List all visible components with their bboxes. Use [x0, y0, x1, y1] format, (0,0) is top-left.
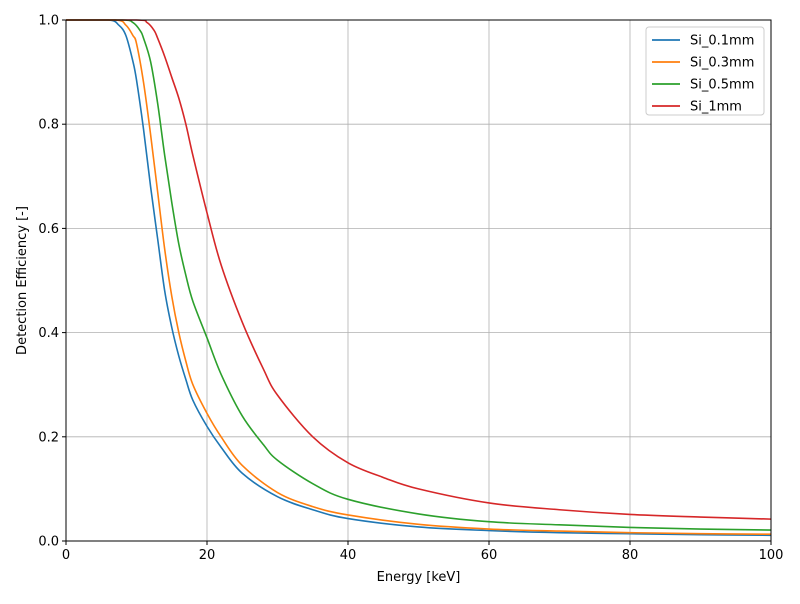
y-tick-label: 0.2 — [38, 430, 59, 445]
x-tick-label: 80 — [622, 548, 639, 563]
x-tick-label: 40 — [340, 548, 357, 563]
y-tick-label: 0.4 — [38, 326, 59, 341]
x-tick-label: 60 — [481, 548, 498, 563]
y-axis-ticks: 0.0 0.2 0.4 0.6 0.8 1.0 — [38, 14, 66, 550]
x-tick-label: 20 — [199, 548, 216, 563]
x-tick-label: 100 — [759, 548, 784, 563]
legend: Si_0.1mm Si_0.3mm Si_0.5mm Si_1mm — [645, 26, 765, 116]
y-tick-label: 1.0 — [38, 14, 59, 29]
legend-label: Si_0.1mm — [690, 34, 754, 49]
series-line-Si_0.5mm — [65, 19, 772, 531]
series-line-Si_1mm — [65, 19, 772, 520]
legend-label: Si_1mm — [690, 100, 742, 115]
legend-box — [645, 26, 765, 116]
legend-label: Si_0.3mm — [690, 56, 754, 71]
plot-frame — [65, 19, 772, 542]
y-axis-label: Detection Efficiency [-] — [15, 206, 30, 355]
x-tick-label: 0 — [62, 548, 70, 563]
series-line-Si_0.3mm — [65, 19, 772, 536]
y-tick-label: 0.8 — [38, 118, 59, 133]
series-lines — [65, 19, 772, 537]
y-tick-label: 0.6 — [38, 222, 59, 237]
legend-label: Si_0.5mm — [690, 78, 754, 93]
series-line-Si_0.1mm — [65, 19, 772, 537]
y-tick-label: 0.0 — [38, 535, 59, 550]
x-axis-ticks: 0 20 40 60 80 100 — [62, 541, 784, 563]
x-axis-label: Energy [keV] — [377, 570, 461, 585]
